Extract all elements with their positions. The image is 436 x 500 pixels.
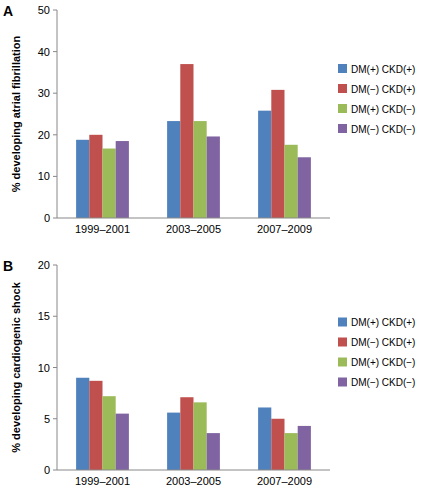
y-tick-label: 5: [44, 413, 50, 425]
bar: [207, 136, 220, 218]
legend-swatch: [338, 338, 347, 347]
legend-label: DM(+) CKD(−): [351, 357, 415, 368]
legend-swatch: [338, 124, 347, 133]
x-tick-label: 1999–2001: [75, 475, 130, 487]
legend-swatch: [338, 104, 347, 113]
y-tick: [53, 10, 57, 11]
legend-swatch: [338, 358, 347, 367]
bar: [194, 121, 207, 218]
bar: [167, 413, 180, 470]
legend-label: DM(+) CKD(+): [351, 64, 415, 75]
y-tick: [53, 265, 57, 266]
bars: [76, 378, 311, 470]
bar: [194, 402, 207, 470]
x-tick-label: 2003–2005: [166, 223, 221, 235]
y-tick-label: 20: [38, 259, 50, 271]
y-tick: [53, 51, 57, 52]
legend-label: DM(−) CKD(−): [351, 377, 415, 388]
legend-swatch: [338, 378, 347, 387]
y-tick: [53, 367, 57, 368]
bar: [180, 64, 193, 218]
y-tick: [53, 93, 57, 94]
y-tick: [53, 418, 57, 419]
bar: [167, 121, 180, 218]
bar: [298, 426, 311, 470]
legend-label: DM(−) CKD(+): [351, 84, 415, 95]
y-tick: [53, 176, 57, 177]
y-tick: [53, 218, 57, 219]
figure: A % developing atrial fibrillation 0 10 20 30…: [0, 0, 436, 500]
legend-label: DM(−) CKD(−): [351, 124, 415, 135]
bar: [285, 145, 298, 218]
panel-label: A: [3, 3, 13, 19]
legend-swatch: [338, 84, 347, 93]
bar: [103, 149, 116, 218]
y-tick-label: 40: [38, 46, 50, 58]
bar: [89, 135, 102, 218]
y-axis-label: % developing atrial fibrillation: [10, 35, 22, 192]
y-tick-label: 15: [38, 310, 50, 322]
bar: [207, 433, 220, 470]
y-tick-label: 10: [38, 170, 50, 182]
x-tick-label: 2007–2009: [257, 223, 312, 235]
bar: [298, 157, 311, 218]
y-tick-label: 50: [38, 4, 50, 16]
y-tick-label: 0: [44, 212, 50, 224]
legend-label: DM(−) CKD(+): [351, 337, 415, 348]
bar: [285, 433, 298, 470]
bar: [76, 140, 89, 218]
bar: [180, 397, 193, 470]
x-tick-label: 2007–2009: [257, 475, 312, 487]
x-axis: [57, 218, 330, 219]
x-tick-label: 1999–2001: [75, 223, 130, 235]
bars: [76, 64, 311, 218]
legend-swatch: [338, 318, 347, 327]
y-axis: [57, 10, 58, 218]
bar: [103, 396, 116, 470]
y-tick-label: 0: [44, 464, 50, 476]
bar: [258, 407, 271, 470]
y-tick: [53, 316, 57, 317]
y-tick: [53, 470, 57, 471]
bar: [89, 381, 102, 470]
bar: [116, 414, 129, 470]
chart-panel: B % developing cardiogenic shock 0 5 10 15 20 1…: [3, 258, 415, 487]
legend-label: DM(+) CKD(+): [351, 317, 415, 328]
x-axis: [57, 470, 330, 471]
y-tick-label: 10: [38, 362, 50, 374]
bar: [271, 419, 284, 470]
y-tick-label: 20: [38, 129, 50, 141]
bar: [76, 378, 89, 470]
y-tick: [53, 134, 57, 135]
y-tick-label: 30: [38, 87, 50, 99]
y-axis-label: % developing cardiogenic shock: [10, 281, 22, 452]
chart-panel: A % developing atrial fibrillation 0 10 20 30…: [3, 3, 415, 235]
legend-label: DM(+) CKD(−): [351, 104, 415, 115]
bar: [271, 90, 284, 218]
panel-label: B: [3, 258, 13, 274]
bar: [258, 111, 271, 218]
x-tick-label: 2003–2005: [166, 475, 221, 487]
legend-swatch: [338, 64, 347, 73]
y-axis: [57, 265, 58, 470]
bar: [116, 141, 129, 218]
